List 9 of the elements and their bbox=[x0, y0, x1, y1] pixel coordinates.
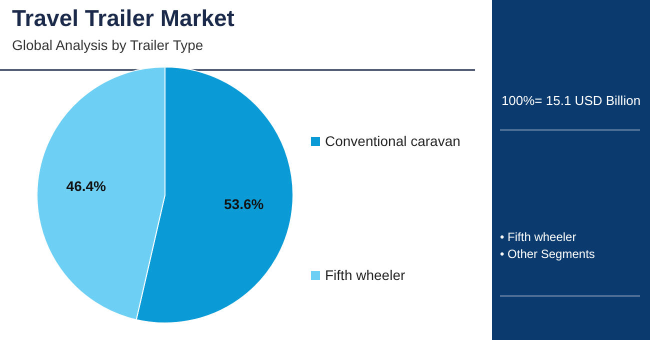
text: • Other Segments bbox=[500, 247, 595, 261]
text: 100%= 15.1 USD Billion bbox=[501, 93, 641, 108]
text: • Fifth wheeler bbox=[500, 230, 576, 244]
chart-title: Travel Trailer Market bbox=[12, 5, 235, 31]
legend-label: Fifth wheeler bbox=[325, 267, 406, 283]
chart-subtitle: Global Analysis by Trailer Type bbox=[12, 37, 204, 53]
data-label: 46.4% bbox=[66, 178, 107, 194]
legend-label: Conventional caravan bbox=[325, 133, 460, 149]
data-label: 53.6% bbox=[224, 196, 264, 212]
